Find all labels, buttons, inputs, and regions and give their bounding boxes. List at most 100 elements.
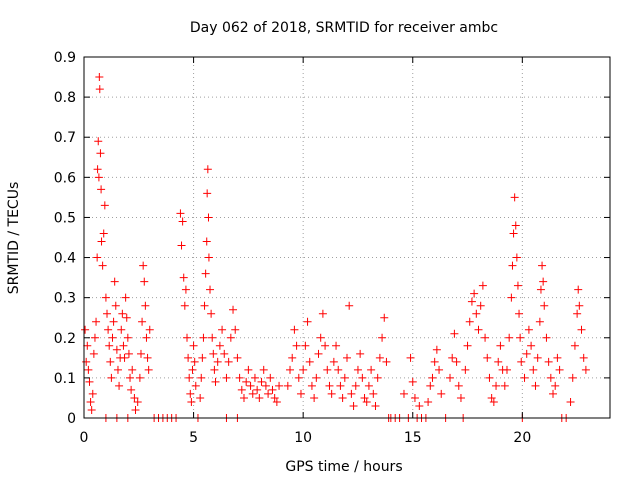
data-point [292, 341, 301, 350]
data-point [244, 365, 253, 374]
data-point [95, 85, 104, 94]
data-point [520, 373, 529, 382]
data-point [200, 301, 209, 310]
data-point [96, 149, 105, 158]
data-point [321, 341, 330, 350]
data-point [242, 377, 251, 386]
data-point [446, 373, 455, 382]
data-point [95, 73, 104, 82]
data-point [360, 393, 369, 402]
data-point [467, 297, 476, 306]
data-point [103, 309, 112, 318]
data-point [226, 333, 235, 342]
data-point [347, 389, 356, 398]
data-point [345, 301, 354, 310]
data-point [340, 373, 349, 382]
data-point [415, 401, 424, 410]
data-point [338, 393, 347, 402]
data-point [540, 301, 549, 310]
data-point [577, 325, 586, 334]
data-point [474, 325, 483, 334]
data-point [343, 353, 351, 362]
data-point [426, 381, 435, 390]
x-tick-label: 0 [80, 430, 89, 446]
data-point [107, 373, 116, 382]
data-point [203, 189, 212, 198]
y-tick-label: 0 [67, 411, 76, 427]
data-point [215, 341, 224, 350]
data-point [570, 341, 579, 350]
data-point [512, 253, 521, 262]
data-point [566, 397, 575, 406]
data-point [222, 373, 231, 382]
data-point [270, 393, 279, 402]
data-point [378, 333, 387, 342]
data-point [246, 381, 255, 390]
data-point [515, 309, 524, 318]
data-point [237, 385, 246, 394]
data-point [204, 213, 213, 222]
data-point [494, 357, 503, 366]
data-point [181, 285, 190, 294]
data-point [255, 393, 264, 402]
data-point [539, 277, 548, 286]
data-point [296, 389, 305, 398]
data-point [207, 309, 216, 318]
data-point [481, 333, 490, 342]
data-point [186, 389, 195, 398]
data-point [500, 381, 509, 390]
data-point [89, 349, 98, 358]
data-point [305, 357, 314, 366]
data-point [97, 185, 106, 194]
data-point [275, 381, 284, 390]
data-point [139, 261, 148, 270]
data-point [92, 317, 101, 326]
y-tick-label: 0.8 [54, 90, 76, 106]
data-point [456, 393, 465, 402]
data-point [334, 365, 343, 374]
data-point [94, 173, 103, 182]
data-point [180, 301, 189, 310]
data-point [121, 293, 130, 302]
data-point [575, 301, 584, 310]
data-point [332, 341, 341, 350]
data-point [138, 317, 147, 326]
data-point [513, 281, 522, 290]
data-point [83, 341, 92, 350]
data-point [448, 353, 457, 362]
data-point [524, 325, 533, 334]
data-point [508, 261, 517, 270]
data-point [110, 277, 119, 286]
data-point [204, 253, 213, 262]
y-tick-label: 0.1 [54, 371, 76, 387]
x-axis-label: GPS time / hours [285, 459, 402, 475]
data-point [573, 309, 582, 318]
data-point [329, 357, 338, 366]
data-point [310, 393, 319, 402]
data-point [307, 381, 316, 390]
x-tick-label: 20 [513, 430, 531, 446]
data-point [581, 365, 590, 374]
data-point [105, 341, 114, 350]
data-point [511, 221, 520, 230]
data-point [122, 313, 131, 322]
data-point [108, 333, 117, 342]
plot-frame [83, 56, 611, 419]
data-point [233, 353, 242, 362]
data-point [463, 341, 472, 350]
data-point [294, 373, 303, 382]
data-point [202, 237, 211, 246]
data-point [206, 285, 215, 294]
data-point [428, 373, 437, 382]
data-point [272, 397, 281, 406]
data-point [399, 389, 408, 398]
data-point [538, 261, 547, 270]
data-point [323, 365, 332, 374]
data-point [113, 365, 122, 374]
data-point [179, 273, 188, 282]
data-point [99, 229, 108, 238]
data-point [487, 393, 496, 402]
data-point [301, 341, 310, 350]
data-point [201, 269, 210, 278]
data-point [145, 325, 154, 334]
